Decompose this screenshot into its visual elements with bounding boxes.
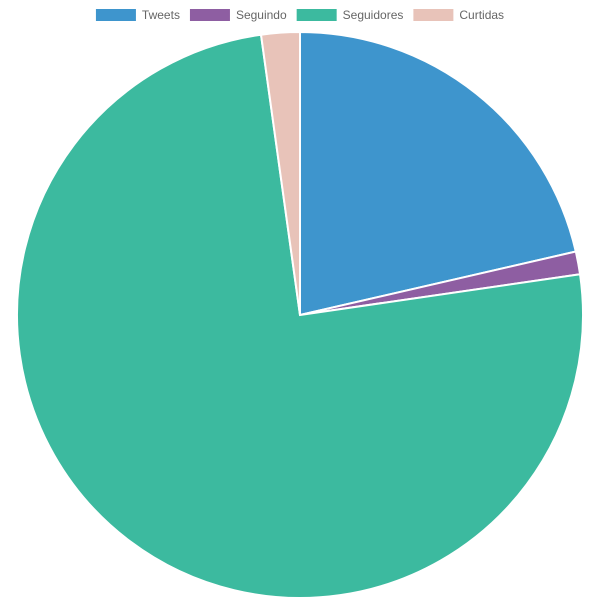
legend-swatch — [413, 9, 454, 21]
legend-label: Seguidores — [343, 8, 404, 22]
legend-label: Curtidas — [459, 8, 504, 22]
pie-slice — [299, 30, 577, 317]
pie-slice — [16, 33, 584, 599]
legend-label: Tweets — [142, 8, 180, 22]
pie-slice — [259, 30, 301, 316]
legend-swatch — [189, 9, 230, 21]
legend-label: Seguindo — [236, 8, 287, 22]
legend-swatch — [95, 9, 136, 21]
legend-swatch — [296, 9, 337, 21]
